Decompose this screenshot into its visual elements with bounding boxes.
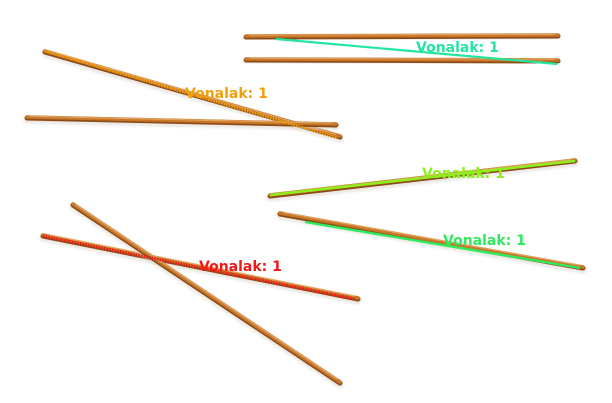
- detection-label-yellow-green: Vonalak: 1: [422, 166, 505, 182]
- detection-line-yellow-green: [269, 159, 576, 197]
- detection-label-red: Vonalak: 1: [199, 259, 282, 275]
- detection-line-green: [304, 220, 581, 270]
- chopstick-bottom-left-b: [69, 202, 344, 389]
- detection-overlay-labels: Vonalak: 1 Vonalak: 1 Vonalak: 1 Vonalak…: [185, 40, 526, 275]
- detection-label-teal: Vonalak: 1: [416, 40, 499, 56]
- detection-line-teal: [275, 37, 558, 66]
- detection-line-orange: [44, 49, 339, 140]
- detection-overlay-lines: [42, 37, 581, 301]
- chopstick-top-left-b: [23, 115, 340, 131]
- detection-label-green: Vonalak: 1: [443, 233, 526, 249]
- chopstick-top-right-a: [242, 33, 562, 43]
- detection-label-orange: Vonalak: 1: [185, 86, 268, 102]
- detection-line-red: [42, 234, 356, 301]
